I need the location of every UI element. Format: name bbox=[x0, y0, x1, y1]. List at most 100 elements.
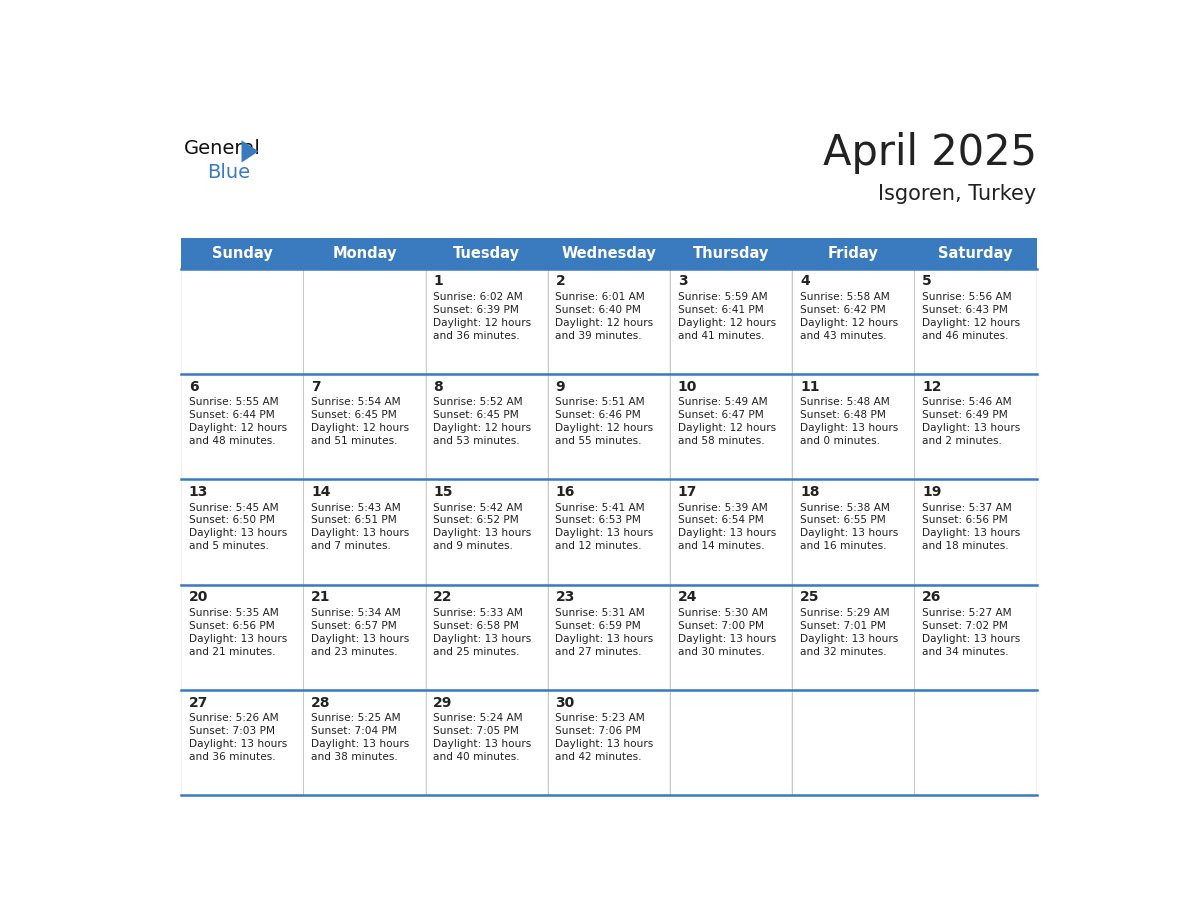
Text: Sunset: 6:45 PM: Sunset: 6:45 PM bbox=[434, 410, 519, 420]
Text: Daylight: 12 hours: Daylight: 12 hours bbox=[556, 423, 653, 433]
Bar bbox=[181, 479, 1037, 585]
Text: Sunset: 6:55 PM: Sunset: 6:55 PM bbox=[800, 516, 886, 525]
Text: 4: 4 bbox=[800, 274, 810, 288]
Text: Sunrise: 5:42 AM: Sunrise: 5:42 AM bbox=[434, 502, 523, 512]
Text: Monday: Monday bbox=[333, 246, 397, 261]
Text: 8: 8 bbox=[434, 379, 443, 394]
Text: and 9 minutes.: and 9 minutes. bbox=[434, 542, 513, 552]
Text: Sunset: 6:48 PM: Sunset: 6:48 PM bbox=[800, 410, 886, 420]
Text: 20: 20 bbox=[189, 590, 208, 604]
Text: and 0 minutes.: and 0 minutes. bbox=[800, 436, 880, 446]
Text: and 27 minutes.: and 27 minutes. bbox=[556, 646, 642, 656]
Text: 14: 14 bbox=[311, 485, 330, 498]
Text: and 32 minutes.: and 32 minutes. bbox=[800, 646, 886, 656]
Bar bbox=[671, 691, 791, 795]
Polygon shape bbox=[241, 140, 259, 162]
Text: Daylight: 13 hours: Daylight: 13 hours bbox=[434, 529, 531, 539]
Text: Daylight: 13 hours: Daylight: 13 hours bbox=[189, 739, 287, 749]
Text: Sunrise: 5:48 AM: Sunrise: 5:48 AM bbox=[800, 397, 890, 408]
Text: and 7 minutes.: and 7 minutes. bbox=[311, 542, 391, 552]
Bar bbox=[426, 375, 546, 478]
Text: and 2 minutes.: and 2 minutes. bbox=[922, 436, 1001, 446]
Text: 25: 25 bbox=[800, 590, 820, 604]
Text: Daylight: 13 hours: Daylight: 13 hours bbox=[677, 529, 776, 539]
Text: Sunrise: 5:59 AM: Sunrise: 5:59 AM bbox=[677, 292, 767, 302]
Bar bbox=[182, 691, 303, 795]
Text: Sunrise: 5:37 AM: Sunrise: 5:37 AM bbox=[922, 502, 1012, 512]
Text: and 18 minutes.: and 18 minutes. bbox=[922, 542, 1009, 552]
Text: 11: 11 bbox=[800, 379, 820, 394]
Text: Daylight: 12 hours: Daylight: 12 hours bbox=[434, 423, 531, 433]
Text: Sunrise: 6:01 AM: Sunrise: 6:01 AM bbox=[556, 292, 645, 302]
Text: and 41 minutes.: and 41 minutes. bbox=[677, 330, 764, 341]
Bar bbox=[426, 270, 546, 374]
Bar bbox=[792, 480, 914, 584]
Text: and 36 minutes.: and 36 minutes. bbox=[434, 330, 520, 341]
Text: and 48 minutes.: and 48 minutes. bbox=[189, 436, 276, 446]
Text: Sunrise: 5:38 AM: Sunrise: 5:38 AM bbox=[800, 502, 890, 512]
Text: Sunset: 6:50 PM: Sunset: 6:50 PM bbox=[189, 516, 274, 525]
Text: 27: 27 bbox=[189, 696, 208, 710]
Text: Daylight: 13 hours: Daylight: 13 hours bbox=[800, 423, 898, 433]
Text: Sunrise: 5:45 AM: Sunrise: 5:45 AM bbox=[189, 502, 278, 512]
Bar bbox=[915, 480, 1036, 584]
Text: and 53 minutes.: and 53 minutes. bbox=[434, 436, 520, 446]
Text: Sunrise: 5:23 AM: Sunrise: 5:23 AM bbox=[556, 713, 645, 723]
Bar bbox=[181, 585, 1037, 690]
Text: Sunset: 6:40 PM: Sunset: 6:40 PM bbox=[556, 305, 642, 315]
Bar bbox=[549, 375, 669, 478]
Text: Sunrise: 5:26 AM: Sunrise: 5:26 AM bbox=[189, 713, 278, 723]
Text: Sunset: 7:06 PM: Sunset: 7:06 PM bbox=[556, 726, 642, 736]
Text: and 43 minutes.: and 43 minutes. bbox=[800, 330, 886, 341]
Text: Sunrise: 5:58 AM: Sunrise: 5:58 AM bbox=[800, 292, 890, 302]
Text: and 25 minutes.: and 25 minutes. bbox=[434, 646, 520, 656]
Text: 24: 24 bbox=[677, 590, 697, 604]
Bar bbox=[915, 375, 1036, 478]
Text: Daylight: 12 hours: Daylight: 12 hours bbox=[677, 318, 776, 328]
Bar bbox=[792, 586, 914, 689]
Text: Daylight: 13 hours: Daylight: 13 hours bbox=[922, 423, 1020, 433]
Text: Sunset: 6:43 PM: Sunset: 6:43 PM bbox=[922, 305, 1009, 315]
Text: Sunset: 6:45 PM: Sunset: 6:45 PM bbox=[311, 410, 397, 420]
Bar bbox=[181, 690, 1037, 796]
Text: Daylight: 12 hours: Daylight: 12 hours bbox=[434, 318, 531, 328]
Bar bbox=[549, 270, 669, 374]
Bar bbox=[181, 269, 1037, 375]
Text: Daylight: 12 hours: Daylight: 12 hours bbox=[922, 318, 1020, 328]
Text: 13: 13 bbox=[189, 485, 208, 498]
Bar bbox=[426, 586, 546, 689]
Text: Sunset: 7:02 PM: Sunset: 7:02 PM bbox=[922, 621, 1009, 631]
Text: Sunday: Sunday bbox=[211, 246, 272, 261]
Bar bbox=[182, 480, 303, 584]
Text: and 55 minutes.: and 55 minutes. bbox=[556, 436, 642, 446]
Text: 28: 28 bbox=[311, 696, 330, 710]
Bar bbox=[792, 270, 914, 374]
Text: Sunset: 7:04 PM: Sunset: 7:04 PM bbox=[311, 726, 397, 736]
Bar bbox=[671, 586, 791, 689]
Text: 22: 22 bbox=[434, 590, 453, 604]
Text: Blue: Blue bbox=[208, 162, 251, 182]
Text: Daylight: 13 hours: Daylight: 13 hours bbox=[556, 739, 653, 749]
Text: Sunrise: 5:51 AM: Sunrise: 5:51 AM bbox=[556, 397, 645, 408]
Text: and 16 minutes.: and 16 minutes. bbox=[800, 542, 886, 552]
Text: Sunrise: 5:52 AM: Sunrise: 5:52 AM bbox=[434, 397, 523, 408]
Text: Daylight: 13 hours: Daylight: 13 hours bbox=[311, 739, 410, 749]
Text: General: General bbox=[184, 140, 261, 159]
Text: Sunset: 6:47 PM: Sunset: 6:47 PM bbox=[677, 410, 764, 420]
Text: and 40 minutes.: and 40 minutes. bbox=[434, 752, 520, 762]
Text: and 39 minutes.: and 39 minutes. bbox=[556, 330, 642, 341]
Text: Sunrise: 5:30 AM: Sunrise: 5:30 AM bbox=[677, 608, 767, 618]
Text: Sunrise: 5:24 AM: Sunrise: 5:24 AM bbox=[434, 713, 523, 723]
Text: and 42 minutes.: and 42 minutes. bbox=[556, 752, 642, 762]
Bar bbox=[549, 586, 669, 689]
Text: Sunset: 6:41 PM: Sunset: 6:41 PM bbox=[677, 305, 764, 315]
Bar bbox=[671, 270, 791, 374]
Text: and 14 minutes.: and 14 minutes. bbox=[677, 542, 764, 552]
Text: and 58 minutes.: and 58 minutes. bbox=[677, 436, 764, 446]
Text: and 23 minutes.: and 23 minutes. bbox=[311, 646, 398, 656]
Text: 16: 16 bbox=[556, 485, 575, 498]
Bar bbox=[182, 375, 303, 478]
Text: Sunset: 7:05 PM: Sunset: 7:05 PM bbox=[434, 726, 519, 736]
Text: Daylight: 13 hours: Daylight: 13 hours bbox=[434, 633, 531, 644]
Text: Daylight: 13 hours: Daylight: 13 hours bbox=[800, 529, 898, 539]
